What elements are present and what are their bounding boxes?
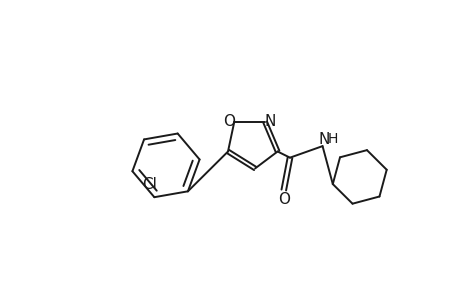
Text: O: O [277,192,289,207]
Text: O: O [222,114,234,129]
Text: Cl: Cl [142,177,157,192]
Text: H: H [327,132,337,146]
Text: N: N [318,132,329,147]
Text: N: N [264,114,276,129]
